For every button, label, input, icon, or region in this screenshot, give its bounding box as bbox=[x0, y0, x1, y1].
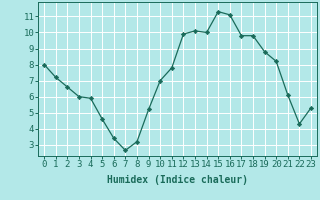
X-axis label: Humidex (Indice chaleur): Humidex (Indice chaleur) bbox=[107, 175, 248, 185]
